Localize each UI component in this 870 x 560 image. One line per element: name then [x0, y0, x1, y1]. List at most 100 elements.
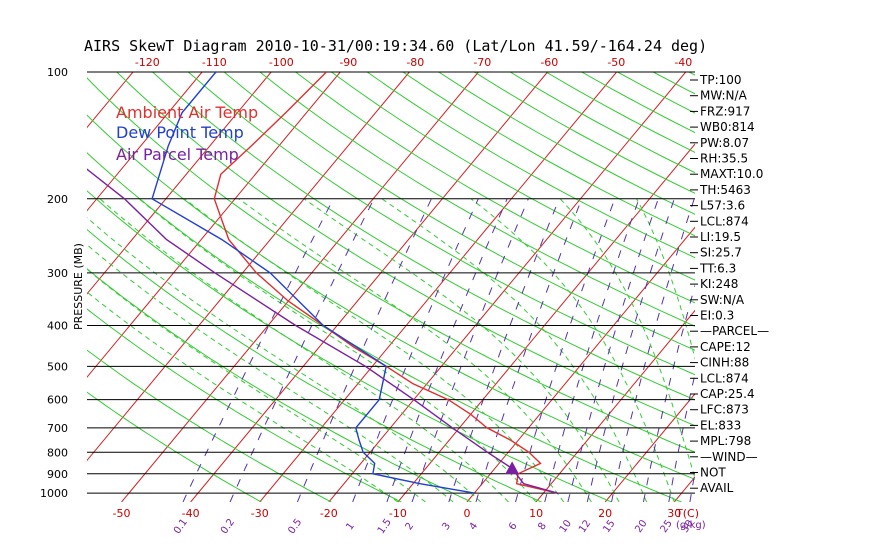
pressure-tick-label: 900	[47, 468, 68, 481]
mixing-ratio-label: 15	[601, 518, 617, 535]
bottom-temp-tick-label: -30	[251, 507, 269, 520]
mixing-ratio-label: 0.5	[286, 517, 304, 536]
mixing-ratio-label: 1	[344, 521, 357, 533]
dry-adiabat-line	[116, 72, 695, 427]
dry-adiabat-line	[259, 72, 695, 327]
moist-adiabat-line	[99, 198, 509, 502]
mixing-ratio-line	[352, 198, 479, 502]
background-grid	[0, 72, 870, 502]
bottom-temp-tick-label: 30	[667, 507, 681, 520]
dry-adiabat-line	[87, 349, 332, 502]
isotherm-line	[87, 72, 410, 462]
mixing-ratio-label: 6	[507, 521, 520, 533]
temp-unit-label: T(C)	[675, 507, 699, 520]
index-entry: CINH:88	[700, 356, 749, 370]
pressure-tick-label: 400	[47, 320, 68, 333]
index-entry: LCL:874	[700, 214, 749, 228]
dry-adiabat-line	[152, 72, 695, 401]
isotherm-line	[0, 72, 64, 502]
top-temp-tick-label: -110	[202, 56, 227, 69]
mixing-ratio-label: 12	[577, 518, 593, 535]
mixing-ratio-line	[182, 198, 334, 502]
moist-adiabat-line	[238, 198, 592, 502]
dry-adiabat-line	[509, 72, 695, 174]
isotherm-line	[743, 72, 870, 502]
index-entry: SW:N/A	[700, 293, 745, 307]
moist-adiabat-line	[303, 198, 620, 502]
bottom-temp-tick-labels: -50 -40 -30 -20 -10 0 10 20 30	[113, 507, 682, 520]
moist-adiabat-line	[184, 198, 565, 502]
mixing-ratio-label: 2	[404, 521, 417, 533]
dry-adiabat-line	[223, 72, 695, 351]
top-temp-tick-label: -100	[269, 56, 294, 69]
bottom-temp-tick-label: -10	[389, 507, 407, 520]
index-entry: CAPE:12	[700, 340, 751, 354]
mixing-ratio-line	[586, 198, 675, 502]
isotherm-line	[87, 72, 134, 129]
dry-adiabat-line	[87, 190, 612, 502]
sounding-profiles	[87, 72, 558, 494]
mixing-unit-label: (g/kg)	[676, 520, 706, 531]
index-entry: CAP:25.4	[700, 387, 755, 401]
pressure-tick-label: 600	[47, 394, 68, 407]
moist-adiabat-line	[470, 198, 675, 502]
isotherm-line	[121, 72, 479, 502]
isotherm-line	[259, 72, 618, 502]
isotherm-line	[812, 72, 870, 502]
lcl-marker	[505, 461, 519, 474]
dry-adiabat-line	[87, 228, 542, 502]
isobar-lines	[87, 71, 695, 494]
mixing-ratio-line	[296, 198, 432, 502]
bottom-temp-tick-label: -20	[320, 507, 338, 520]
moist-adiabat-line	[87, 217, 482, 502]
series-line-dew-point-temp	[151, 72, 475, 494]
isotherm-line	[328, 72, 687, 502]
legend: Ambient Air Temp Dew Point Temp Air Parc…	[116, 103, 258, 164]
pressure-tick-label: 500	[47, 360, 68, 373]
index-entry: TP:100	[699, 73, 742, 87]
bottom-temp-tick-label: 10	[529, 507, 543, 520]
dry-adiabat-line	[87, 268, 472, 502]
pressure-tick-label: 300	[47, 267, 68, 280]
index-entry: LI:19.5	[700, 230, 741, 244]
mixing-ratio-line	[229, 198, 375, 502]
index-entry: MAXT:10.0	[700, 167, 763, 181]
mixing-ratio-label: 4	[468, 521, 481, 533]
legend-dewpoint-temp: Dew Point Temp	[116, 123, 244, 142]
top-temp-tick-label: -80	[406, 56, 424, 69]
pressure-tick-label: 800	[47, 446, 68, 459]
dry-adiabat-line	[331, 72, 695, 281]
index-entry: EI:0.3	[700, 309, 734, 323]
isotherm-line	[535, 309, 695, 502]
isotherm-line	[87, 72, 272, 295]
dry-adiabat-line	[87, 77, 695, 453]
moist-adiabat-line	[381, 198, 648, 502]
index-entry: TT:6.3	[699, 261, 736, 275]
mixing-ratio-line	[544, 198, 640, 502]
index-entry: SI:25.7	[700, 246, 742, 260]
index-entry: NOT	[700, 466, 726, 480]
pressure-tick-label: 200	[47, 193, 68, 206]
moist-adiabat-line	[138, 198, 537, 502]
y-axis-label: PRESSURE (MB)	[72, 243, 85, 330]
index-entry: L57:3.6	[700, 199, 745, 213]
pressure-tick-label: 100	[47, 66, 68, 79]
index-entry: FRZ:917	[700, 104, 750, 118]
mixing-ratio-label: 25	[659, 518, 675, 535]
mixing-ratio-label: 8	[536, 521, 549, 533]
top-temp-tick-label: -120	[135, 56, 160, 69]
pressure-tick-labels: 100 200 300 400 500 600 700 800 900 1000	[40, 66, 68, 500]
legend-parcel-temp: Air Parcel Temp	[116, 145, 239, 164]
dry-adiabat-line	[87, 391, 262, 502]
mixing-ratio-line	[611, 198, 695, 502]
isotherm-line	[604, 393, 695, 502]
mixing-ratio-line	[567, 198, 659, 502]
series-line-air-parcel-temp	[87, 168, 558, 494]
mixing-ratio-label: 0.2	[219, 517, 237, 536]
moist-adiabat-line	[559, 198, 695, 480]
index-entry: RH:35.5	[700, 152, 748, 166]
dry-adiabat-line	[187, 72, 695, 376]
index-entry: MW:N/A	[700, 89, 748, 103]
isotherm-line	[87, 72, 341, 378]
